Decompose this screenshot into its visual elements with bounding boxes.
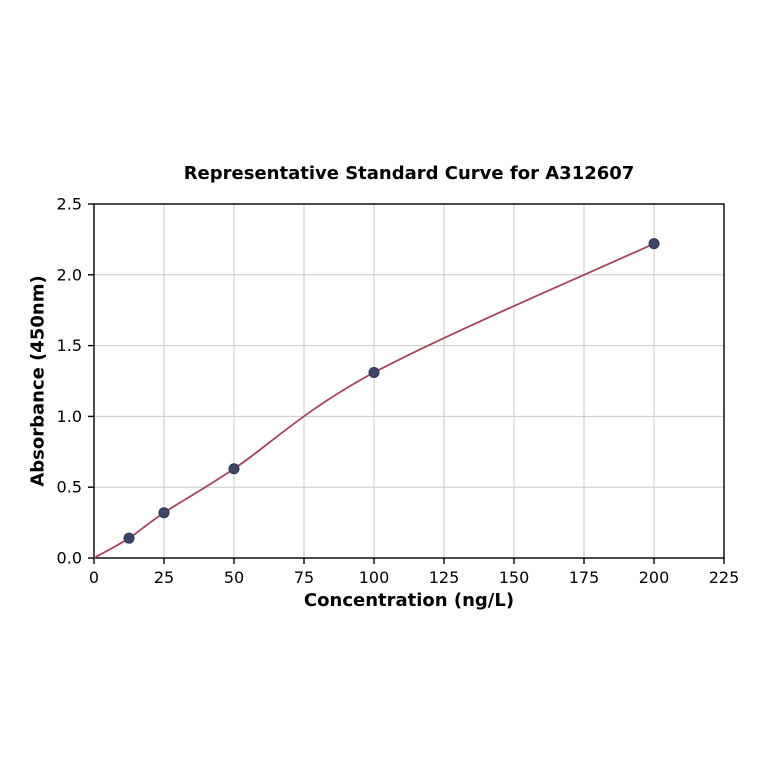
y-tick-label: 1.5 — [57, 336, 82, 355]
x-tick-label: 100 — [359, 568, 390, 587]
data-point-marker — [648, 238, 660, 250]
x-tick-label: 0 — [89, 568, 99, 587]
plot-border — [93, 203, 725, 559]
x-tick-label: 75 — [294, 568, 314, 587]
data-point-marker — [123, 532, 135, 544]
y-tick-label: 0.5 — [57, 478, 82, 497]
data-point-marker — [158, 507, 170, 519]
x-tick-label: 175 — [569, 568, 600, 587]
x-tick-label: 125 — [429, 568, 460, 587]
y-tick-label: 2.5 — [57, 195, 82, 214]
x-tick-label: 225 — [709, 568, 740, 587]
data-point-marker — [368, 367, 380, 379]
x-tick-label: 50 — [224, 568, 244, 587]
x-tick-label: 200 — [639, 568, 670, 587]
x-axis-label: Concentration (ng/L) — [303, 590, 515, 611]
y-tick-label: 1.0 — [57, 407, 82, 426]
y-tick-label: 2.0 — [57, 265, 82, 284]
x-tick-label: 150 — [499, 568, 530, 587]
data-point-marker — [228, 463, 240, 475]
y-tick-label: 0.0 — [57, 549, 82, 568]
chart-title: Representative Standard Curve for A31260… — [183, 163, 635, 184]
x-tick-label: 25 — [154, 568, 174, 587]
